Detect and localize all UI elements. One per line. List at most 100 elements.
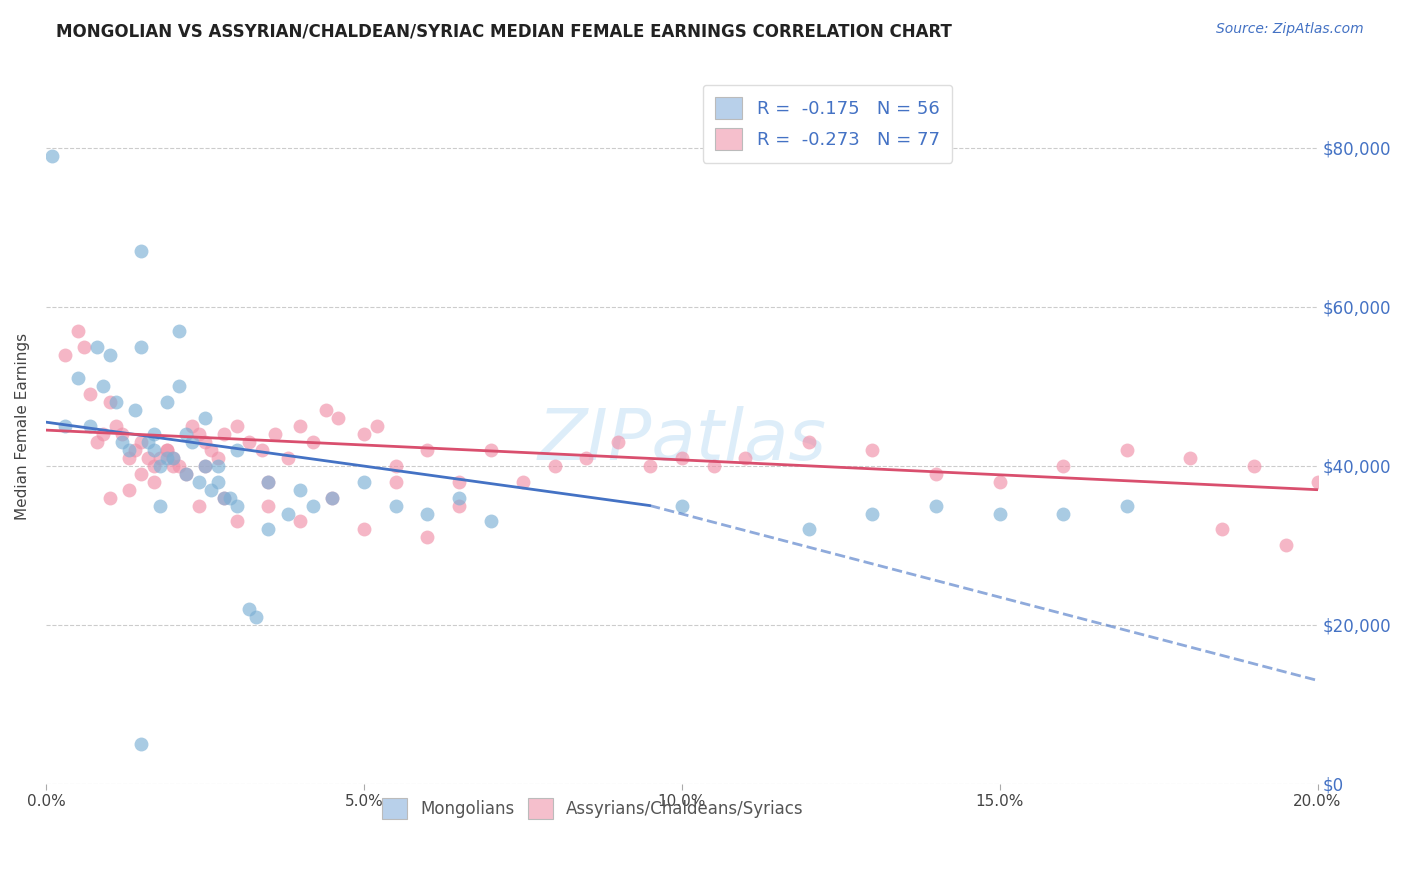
Point bbox=[143, 475, 166, 489]
Point bbox=[143, 442, 166, 457]
Point bbox=[225, 419, 247, 434]
Point bbox=[1115, 442, 1137, 457]
Point bbox=[149, 499, 172, 513]
Point bbox=[131, 435, 153, 450]
Point bbox=[41, 149, 63, 163]
Point bbox=[302, 435, 325, 450]
Point bbox=[66, 324, 89, 338]
Point bbox=[277, 507, 299, 521]
Point bbox=[250, 442, 273, 457]
Point bbox=[671, 450, 693, 465]
Point bbox=[353, 475, 375, 489]
Point bbox=[219, 491, 242, 505]
Point bbox=[156, 442, 179, 457]
Point bbox=[263, 427, 285, 442]
Point bbox=[862, 507, 884, 521]
Point bbox=[277, 450, 299, 465]
Point bbox=[174, 467, 197, 481]
Point bbox=[91, 427, 114, 442]
Point bbox=[181, 435, 204, 450]
Point bbox=[200, 442, 222, 457]
Point bbox=[925, 499, 948, 513]
Point bbox=[315, 403, 337, 417]
Point bbox=[225, 515, 247, 529]
Point bbox=[1180, 450, 1202, 465]
Point bbox=[79, 387, 101, 401]
Point bbox=[238, 602, 260, 616]
Point bbox=[136, 450, 159, 465]
Point bbox=[257, 475, 280, 489]
Point bbox=[607, 435, 630, 450]
Point bbox=[384, 475, 406, 489]
Point bbox=[988, 475, 1011, 489]
Point bbox=[194, 458, 217, 473]
Point bbox=[1211, 523, 1233, 537]
Point bbox=[187, 427, 209, 442]
Point bbox=[200, 483, 222, 497]
Point bbox=[207, 475, 229, 489]
Point bbox=[131, 467, 153, 481]
Point bbox=[449, 475, 471, 489]
Point bbox=[212, 427, 235, 442]
Point bbox=[702, 458, 724, 473]
Point bbox=[124, 442, 146, 457]
Point bbox=[111, 435, 134, 450]
Point bbox=[1052, 507, 1074, 521]
Point bbox=[117, 442, 139, 457]
Point bbox=[1274, 538, 1296, 552]
Point bbox=[131, 737, 153, 751]
Point bbox=[353, 427, 375, 442]
Point bbox=[169, 458, 191, 473]
Point bbox=[169, 379, 191, 393]
Point bbox=[194, 411, 217, 425]
Point bbox=[194, 458, 217, 473]
Point bbox=[143, 458, 166, 473]
Point bbox=[1052, 458, 1074, 473]
Point bbox=[225, 499, 247, 513]
Point bbox=[181, 419, 204, 434]
Point bbox=[321, 491, 343, 505]
Point bbox=[98, 395, 121, 409]
Point bbox=[449, 491, 471, 505]
Point bbox=[156, 450, 179, 465]
Point bbox=[162, 450, 184, 465]
Point bbox=[988, 507, 1011, 521]
Point bbox=[543, 458, 565, 473]
Point bbox=[143, 427, 166, 442]
Point bbox=[734, 450, 756, 465]
Point bbox=[671, 499, 693, 513]
Point bbox=[290, 483, 312, 497]
Point bbox=[98, 348, 121, 362]
Point bbox=[479, 442, 502, 457]
Point bbox=[245, 610, 267, 624]
Point bbox=[86, 435, 108, 450]
Point bbox=[328, 411, 350, 425]
Point bbox=[124, 403, 146, 417]
Point bbox=[98, 491, 121, 505]
Point bbox=[238, 435, 260, 450]
Point bbox=[1243, 458, 1265, 473]
Text: MONGOLIAN VS ASSYRIAN/CHALDEAN/SYRIAC MEDIAN FEMALE EARNINGS CORRELATION CHART: MONGOLIAN VS ASSYRIAN/CHALDEAN/SYRIAC ME… bbox=[56, 22, 952, 40]
Point bbox=[449, 499, 471, 513]
Point bbox=[104, 419, 127, 434]
Point bbox=[797, 435, 820, 450]
Point bbox=[925, 467, 948, 481]
Point bbox=[384, 499, 406, 513]
Text: ZIPatlas: ZIPatlas bbox=[537, 406, 827, 475]
Point bbox=[149, 450, 172, 465]
Point bbox=[53, 348, 76, 362]
Point bbox=[149, 458, 172, 473]
Point bbox=[91, 379, 114, 393]
Point bbox=[212, 491, 235, 505]
Point bbox=[117, 483, 139, 497]
Point bbox=[353, 523, 375, 537]
Point bbox=[479, 515, 502, 529]
Point bbox=[194, 435, 217, 450]
Legend: Mongolians, Assyrians/Chaldeans/Syriacs: Mongolians, Assyrians/Chaldeans/Syriacs bbox=[375, 792, 810, 825]
Point bbox=[131, 340, 153, 354]
Point bbox=[104, 395, 127, 409]
Point bbox=[225, 442, 247, 457]
Point bbox=[111, 427, 134, 442]
Point bbox=[66, 371, 89, 385]
Point bbox=[53, 419, 76, 434]
